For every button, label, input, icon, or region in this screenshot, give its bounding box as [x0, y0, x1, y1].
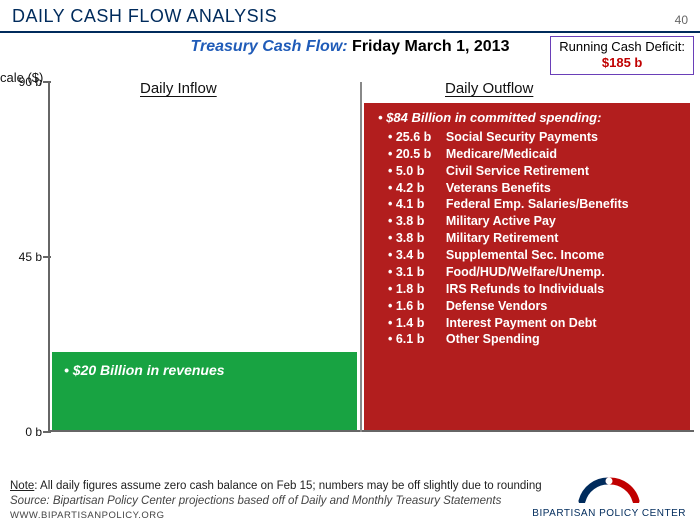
outflow-item: 1.4 bInterest Payment on Debt	[388, 315, 680, 332]
outflow-item-label: Medicare/Medicaid	[446, 147, 557, 161]
deficit-value: $185 b	[559, 55, 685, 71]
outflow-item-amount: 1.6 b	[396, 298, 446, 315]
ytick-label: 90 b	[0, 75, 42, 89]
outflow-item: 1.8 bIRS Refunds to Individuals	[388, 281, 680, 298]
deficit-label: Running Cash Deficit:	[559, 39, 685, 55]
outflow-item: 3.1 bFood/HUD/Welfare/Unemp.	[388, 264, 680, 281]
outflow-item-label: Social Security Payments	[446, 130, 598, 144]
outflow-item-amount: 1.8 b	[396, 281, 446, 298]
outflow-item: 5.0 bCivil Service Retirement	[388, 163, 680, 180]
outflow-item-amount: 3.4 b	[396, 247, 446, 264]
outflow-item-label: Interest Payment on Debt	[446, 316, 597, 330]
outflow-bar: • $84 Billion in committed spending: 25.6…	[364, 103, 690, 430]
header: DAILY CASH FLOW ANALYSIS 40	[0, 0, 700, 33]
outflow-item-amount: 3.8 b	[396, 213, 446, 230]
outflow-item-label: Food/HUD/Welfare/Unemp.	[446, 265, 605, 279]
outflow-item: 4.2 bVeterans Benefits	[388, 180, 680, 197]
outflow-item-amount: 3.1 b	[396, 264, 446, 281]
page-number: 40	[675, 13, 688, 27]
inflow-header: Daily Inflow	[140, 80, 217, 97]
outflow-item: 3.8 bMilitary Active Pay	[388, 213, 680, 230]
ytick-label: 45 b	[0, 250, 42, 264]
outflow-item-label: Other Spending	[446, 332, 540, 346]
ytick-mark	[43, 256, 51, 258]
cashflow-chart: cale ($) 90 b45 b0 bDaily InflowDaily Ou…	[0, 82, 700, 432]
outflow-item-amount: 3.8 b	[396, 230, 446, 247]
outflow-item: 3.4 bSupplemental Sec. Income	[388, 247, 680, 264]
outflow-item-label: Supplemental Sec. Income	[446, 248, 604, 262]
outflow-item-amount: 6.1 b	[396, 331, 446, 348]
outflow-item-label: Military Active Pay	[446, 214, 556, 228]
outflow-headline: • $84 Billion in committed spending:	[378, 109, 680, 127]
outflow-header: Daily Outflow	[445, 80, 533, 97]
outflow-item-amount: 1.4 b	[396, 315, 446, 332]
ytick-label: 0 b	[0, 425, 42, 439]
outflow-item-amount: 4.1 b	[396, 196, 446, 213]
outflow-item: 4.1 bFederal Emp. Salaries/Benefits	[388, 196, 680, 213]
outflow-item-amount: 20.5 b	[396, 146, 446, 163]
outflow-item-amount: 4.2 b	[396, 180, 446, 197]
arch-icon	[574, 475, 644, 503]
outflow-item: 20.5 bMedicare/Medicaid	[388, 146, 680, 163]
outflow-item-label: Defense Vendors	[446, 299, 547, 313]
inflow-bar: • $20 Billion in revenues	[52, 352, 357, 430]
outflow-item-label: Civil Service Retirement	[446, 164, 589, 178]
column-divider	[360, 82, 362, 432]
outflow-item-amount: 5.0 b	[396, 163, 446, 180]
subtitle-prefix: Treasury Cash Flow:	[191, 38, 353, 55]
outflow-list: 25.6 bSocial Security Payments20.5 bMedi…	[378, 129, 680, 348]
ytick-mark	[43, 431, 51, 433]
page-title: DAILY CASH FLOW ANALYSIS	[12, 6, 277, 27]
outflow-item-label: Veterans Benefits	[446, 181, 551, 195]
x-axis	[48, 430, 694, 432]
ytick-mark	[43, 81, 51, 83]
outflow-item-label: IRS Refunds to Individuals	[446, 282, 604, 296]
outflow-item: 1.6 bDefense Vendors	[388, 298, 680, 315]
outflow-item-amount: 25.6 b	[396, 129, 446, 146]
logo-text: BIPARTISAN POLICY CENTER	[532, 508, 686, 519]
running-deficit-box: Running Cash Deficit: $185 b	[550, 36, 694, 75]
subtitle-date: Friday March 1, 2013	[352, 38, 509, 55]
outflow-item-label: Military Retirement	[446, 231, 559, 245]
outflow-item: 6.1 bOther Spending	[388, 331, 680, 348]
bpc-logo: BIPARTISAN POLICY CENTER	[532, 475, 686, 519]
outflow-item: 25.6 bSocial Security Payments	[388, 129, 680, 146]
outflow-item: 3.8 bMilitary Retirement	[388, 230, 680, 247]
outflow-item-label: Federal Emp. Salaries/Benefits	[446, 197, 629, 211]
